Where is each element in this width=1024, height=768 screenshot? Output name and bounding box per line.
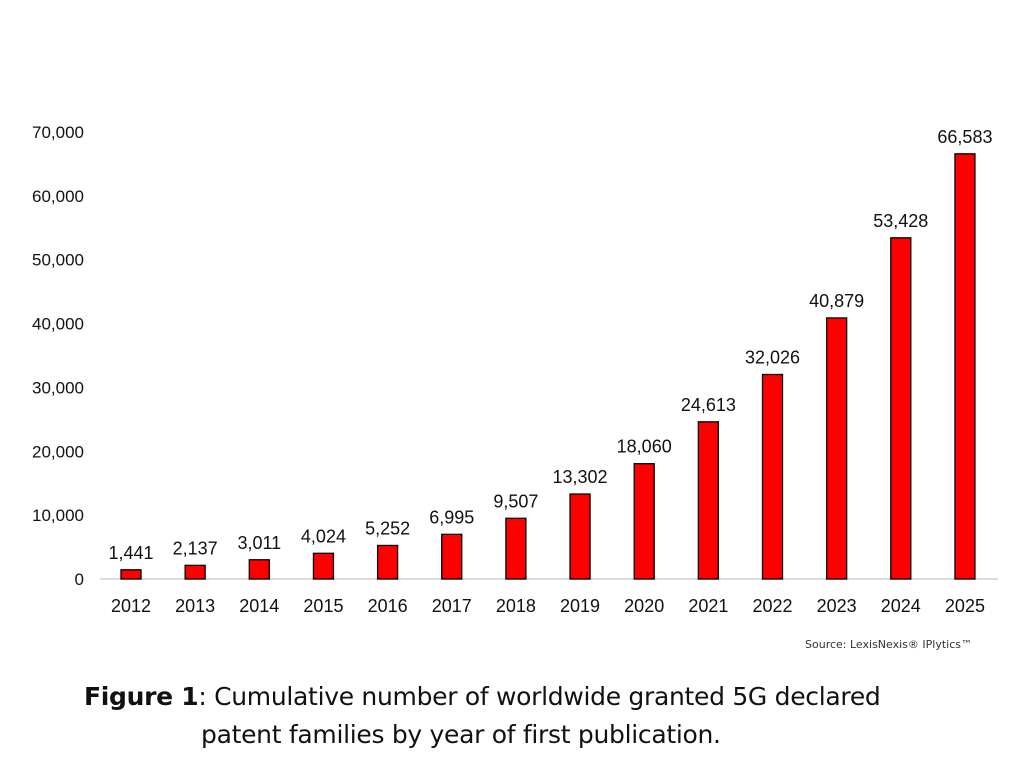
data-label: 9,507 <box>493 491 538 511</box>
bar <box>954 153 976 580</box>
x-tick-label: 2024 <box>881 596 921 616</box>
data-label: 6,995 <box>429 507 474 527</box>
x-tick-label: 2017 <box>432 596 472 616</box>
data-label: 66,583 <box>937 127 992 147</box>
bar-chart: 0 10,000 20,000 30,000 40,000 50,000 60,000 70,… <box>32 123 998 616</box>
data-label: 1,441 <box>108 543 153 563</box>
y-tick-label: 20,000 <box>32 442 84 461</box>
y-tick-label: 70,000 <box>32 123 84 142</box>
x-tick-label: 2021 <box>688 596 728 616</box>
y-tick-label: 40,000 <box>32 315 84 334</box>
bar <box>569 493 591 580</box>
x-tick-label: 2014 <box>239 596 279 616</box>
bar <box>890 237 912 580</box>
caption-line-2: patent families by year of first publica… <box>201 720 721 749</box>
x-tick-label: 2022 <box>752 596 792 616</box>
x-tick-label: 2025 <box>945 596 985 616</box>
data-label: 24,613 <box>681 395 736 415</box>
y-tick-label: 10,000 <box>32 506 84 525</box>
bar <box>697 421 719 580</box>
y-tick-label: 30,000 <box>32 378 84 397</box>
y-tick-label: 50,000 <box>32 251 84 270</box>
y-tick-label: 60,000 <box>32 187 84 206</box>
data-label: 32,026 <box>745 347 800 367</box>
x-tick-label: 2013 <box>175 596 215 616</box>
data-label: 18,060 <box>617 437 672 457</box>
data-label: 2,137 <box>173 538 218 558</box>
y-tick-label: 0 <box>75 570 84 589</box>
figure-label: Figure 1 <box>84 682 199 711</box>
figure-caption: Figure 1: Cumulative number of worldwide… <box>84 678 881 754</box>
data-label: 5,252 <box>365 518 410 538</box>
x-tick-label: 2015 <box>303 596 343 616</box>
bar <box>184 564 206 580</box>
source-note: Source: LexisNexis® IPlytics™ <box>805 638 972 651</box>
x-tick-label: 2020 <box>624 596 664 616</box>
x-tick-label: 2023 <box>817 596 857 616</box>
data-label: 4,024 <box>301 526 346 546</box>
x-tick-label: 2019 <box>560 596 600 616</box>
x-tick-label: 2012 <box>111 596 151 616</box>
bar <box>826 317 848 580</box>
data-label: 13,302 <box>553 467 608 487</box>
bar <box>120 569 142 580</box>
x-tick-label: 2016 <box>368 596 408 616</box>
data-label: 3,011 <box>237 533 281 553</box>
x-tick-label: 2018 <box>496 596 536 616</box>
bar <box>376 544 399 580</box>
data-label: 53,428 <box>873 211 928 231</box>
bar <box>312 552 335 580</box>
bar <box>633 463 655 580</box>
caption-line-1: : Cumulative number of worldwide granted… <box>198 682 881 711</box>
bar <box>505 517 527 580</box>
bar <box>761 373 784 580</box>
data-label: 40,879 <box>809 291 864 311</box>
bar <box>441 533 463 580</box>
bar <box>248 559 270 580</box>
